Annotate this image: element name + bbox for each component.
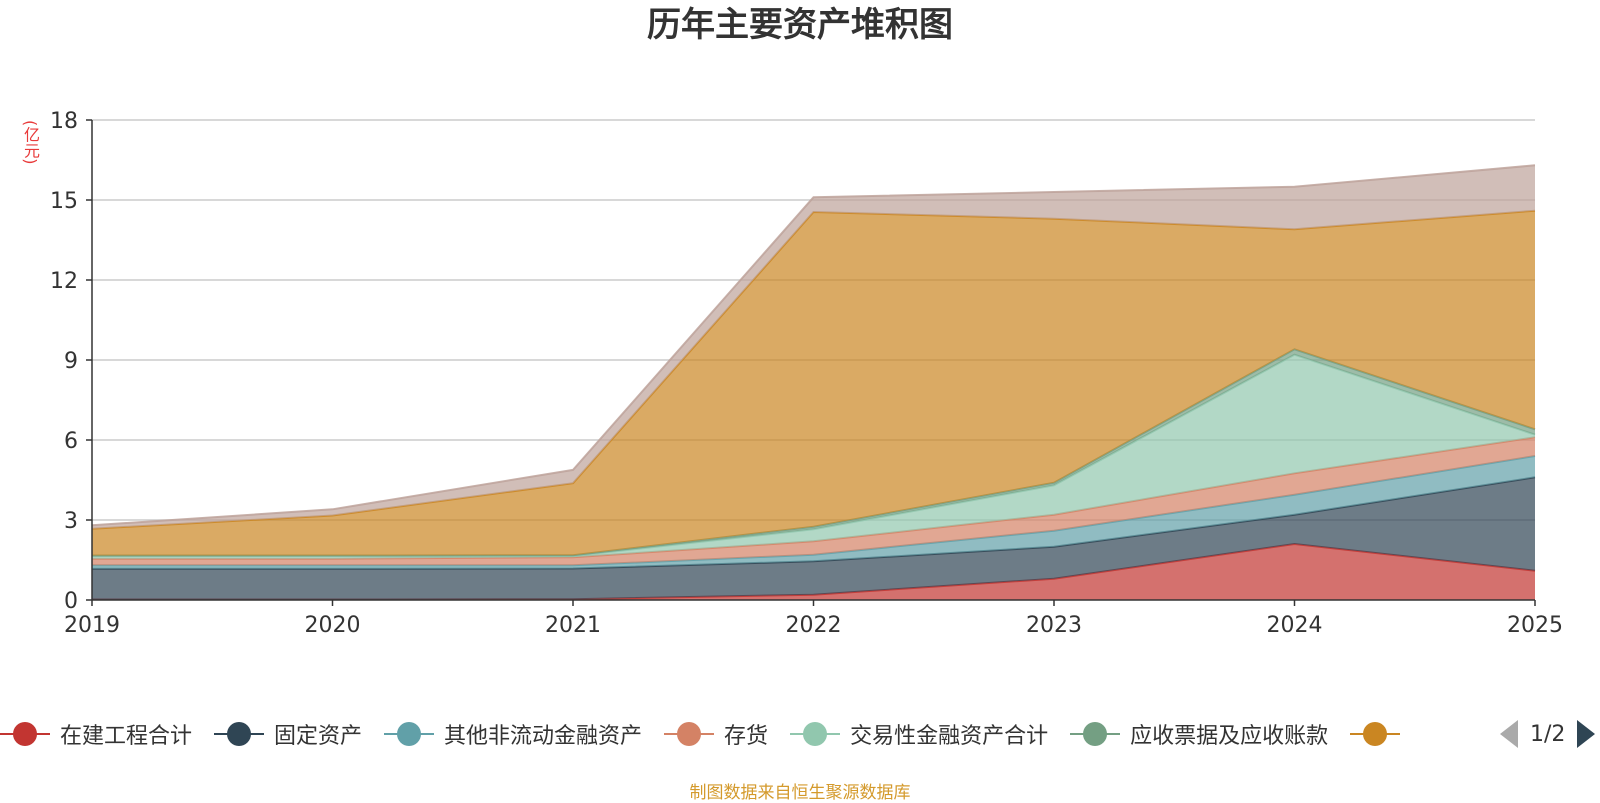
legend-marker-icon [664, 721, 715, 747]
legend-marker-icon [790, 721, 841, 747]
x-tick-label: 2025 [1507, 613, 1563, 638]
y-tick-label: 9 [64, 349, 78, 374]
legend-marker-icon [1350, 721, 1401, 747]
y-tick-label: 3 [64, 509, 78, 534]
area-series-4 [92, 437, 1535, 566]
chart-title: 历年主要资产堆积图 [647, 5, 953, 45]
area-series-group [91, 164, 1536, 601]
legend-item-6[interactable]: 应收票据及应收账款 [1070, 718, 1328, 750]
legend-marker-icon [384, 721, 435, 747]
x-tick-label: 2019 [64, 613, 120, 638]
legend-item-2[interactable]: 固定资产 [214, 718, 362, 750]
x-tick-label: 2024 [1267, 613, 1323, 638]
legend-item-4[interactable]: 存货 [664, 718, 768, 750]
legend-label: 存货 [724, 724, 769, 749]
y-tick-label: 15 [50, 189, 78, 214]
legend-marker-icon [0, 721, 50, 747]
legend-item-3[interactable]: 其他非流动金融资产 [384, 718, 642, 750]
legend-label: 其他非流动金融资产 [444, 724, 643, 749]
legend-page-indicator: 1/2 [1530, 721, 1566, 747]
area-series-1 [92, 544, 1535, 600]
y-tick-label: 6 [64, 429, 78, 454]
legend-label: 在建工程合计 [60, 724, 193, 749]
x-tick-label: 2021 [545, 613, 601, 638]
legend-prev-arrow-icon[interactable] [1500, 720, 1518, 748]
legend-label: 固定资产 [274, 724, 363, 749]
area-series-3 [92, 456, 1535, 569]
area-series-7 [92, 210, 1535, 556]
y-tick-label: 0 [64, 589, 78, 614]
legend-item-5[interactable]: 交易性金融资产合计 [790, 718, 1048, 750]
legend-marker-icon [214, 721, 265, 747]
legend-pager: 1/2 [1500, 716, 1596, 752]
legend-marker-icon [1070, 721, 1121, 747]
x-tick-label: 2020 [305, 613, 361, 638]
y-tick-label: 12 [50, 269, 78, 294]
legend-label: 交易性金融资产合计 [850, 724, 1049, 749]
y-axis-unit-label: (亿元) [21, 120, 40, 165]
legend-next-arrow-icon[interactable] [1577, 720, 1596, 748]
data-source-footer: 制图数据来自恒生聚源数据库 [689, 783, 911, 803]
area-series-line-8 [91, 164, 1536, 527]
legend-item-7[interactable] [1350, 721, 1410, 747]
area-series-8 [92, 165, 1535, 529]
legend: 在建工程合计 固定资产 其他非流动金融资产 存货 交易性金融资产合计 应收票据及应收账款 [0, 716, 1600, 752]
y-tick-label: 18 [50, 109, 78, 134]
x-tick-label: 2023 [1026, 613, 1082, 638]
stacked-area-chart: 0 3 6 9 12 15 18 2019 2020 2021 2022 2023 2024 2025 [50, 109, 1563, 638]
axes [86, 119, 1536, 606]
legend-item-1[interactable]: 在建工程合计 [0, 718, 192, 750]
tick-labels: 0 3 6 9 12 15 18 2019 2020 2021 2022 2023 2024 2025 [50, 109, 1563, 638]
legend-label: 应收票据及应收账款 [1130, 724, 1329, 749]
area-series-5 [92, 354, 1535, 559]
x-tick-label: 2022 [786, 613, 842, 638]
